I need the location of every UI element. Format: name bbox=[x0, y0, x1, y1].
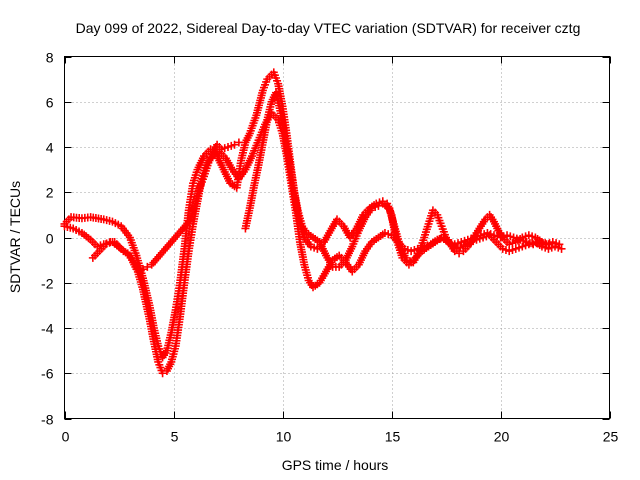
y-tick-label: 8 bbox=[46, 50, 54, 66]
y-tick-label: -2 bbox=[41, 276, 54, 292]
x-tick-label: 20 bbox=[494, 429, 510, 445]
x-tick-label: 5 bbox=[171, 429, 179, 445]
axis-ticks: 0 5 10 15 20 25 -8 -6 -4 -2 0 2 4 6 8 bbox=[41, 50, 618, 445]
y-tick-label: 4 bbox=[46, 140, 54, 156]
data-point bbox=[138, 265, 147, 274]
series-track-a bbox=[60, 68, 564, 362]
data-point bbox=[119, 247, 128, 256]
data-point bbox=[450, 247, 459, 256]
data-point bbox=[557, 244, 566, 253]
x-tick-label: 25 bbox=[603, 429, 619, 445]
x-tick-label: 15 bbox=[385, 429, 401, 445]
y-tick-label: 6 bbox=[46, 95, 54, 111]
data-point bbox=[230, 140, 239, 149]
chart-title: Day 099 of 2022, Sidereal Day-to-day VTE… bbox=[76, 20, 581, 36]
data-point bbox=[143, 262, 152, 271]
series-track-d bbox=[88, 138, 243, 274]
data-point bbox=[544, 240, 553, 249]
y-tick-label: 2 bbox=[46, 185, 54, 201]
series-track-c bbox=[241, 88, 553, 271]
data-points bbox=[60, 68, 566, 378]
y-tick-label: -6 bbox=[41, 366, 54, 382]
y-tick-label: 0 bbox=[46, 231, 54, 247]
data-point bbox=[101, 240, 110, 249]
plot-frame bbox=[64, 56, 610, 419]
y-tick-label: -8 bbox=[41, 412, 54, 428]
series-track-b bbox=[60, 109, 566, 378]
x-axis-label: GPS time / hours bbox=[282, 457, 389, 473]
x-tick-label: 0 bbox=[62, 429, 70, 445]
data-point bbox=[158, 369, 167, 378]
data-point bbox=[455, 249, 464, 258]
y-axis-label: SDTVAR / TECUs bbox=[7, 181, 23, 293]
x-tick-label: 10 bbox=[276, 429, 292, 445]
gridlines bbox=[64, 56, 610, 419]
y-tick-label: -4 bbox=[41, 321, 54, 337]
data-point bbox=[234, 138, 243, 147]
